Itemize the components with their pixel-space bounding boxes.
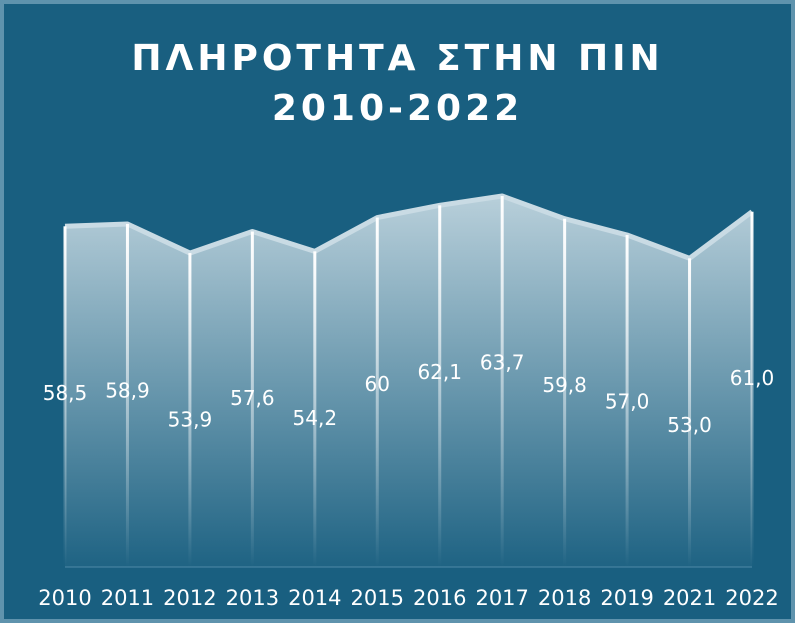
drop-line bbox=[375, 217, 379, 568]
x-tick-label: 2016 bbox=[413, 586, 466, 610]
x-tick-label: 2013 bbox=[226, 586, 279, 610]
drop-line bbox=[188, 253, 192, 568]
drop-line bbox=[750, 211, 754, 567]
area-line bbox=[64, 193, 754, 261]
x-tick-label: 2022 bbox=[725, 586, 778, 610]
chart-title: ΠΛΗΡΟΤΗΤΑ ΣΤΗΝ ΠΙΝ 2010-2022 bbox=[131, 38, 664, 129]
value-label: 63,7 bbox=[480, 351, 525, 375]
chart: 58,5 58,9 53,9 57,6 54,2 60 62,1 63,7 59,8 57,0 53… bbox=[38, 193, 779, 610]
value-label: 62,1 bbox=[417, 360, 462, 384]
value-label: 57,6 bbox=[230, 386, 275, 410]
drop-line bbox=[688, 258, 692, 567]
drop-line bbox=[250, 231, 254, 567]
x-tick-label: 2021 bbox=[663, 586, 716, 610]
x-tick-label: 2017 bbox=[475, 586, 528, 610]
value-label: 53,9 bbox=[168, 408, 213, 432]
drop-line bbox=[500, 196, 504, 567]
value-label: 58,5 bbox=[43, 381, 88, 405]
x-tick-label: 2010 bbox=[38, 586, 91, 610]
x-tick-label: 2014 bbox=[288, 586, 341, 610]
drop-line bbox=[125, 223, 129, 567]
x-tick-label: 2012 bbox=[163, 586, 216, 610]
value-label: 60 bbox=[365, 372, 390, 396]
x-tick-label: 2019 bbox=[600, 586, 653, 610]
x-tick-label: 2018 bbox=[538, 586, 591, 610]
drop-line bbox=[625, 235, 629, 567]
x-tick-label: 2015 bbox=[351, 586, 404, 610]
value-label: 59,8 bbox=[542, 373, 587, 397]
drop-line bbox=[313, 251, 317, 568]
area bbox=[65, 196, 752, 567]
value-label: 58,9 bbox=[105, 378, 150, 402]
value-label: 57,0 bbox=[605, 390, 650, 414]
chart-panel: 58,5 58,9 53,9 57,6 54,2 60 62,1 63,7 59,8 57,0 53… bbox=[4, 4, 791, 619]
drop-line bbox=[63, 226, 67, 568]
drop-line bbox=[563, 218, 567, 567]
x-tick-label: 2011 bbox=[101, 586, 154, 610]
drop-line bbox=[438, 205, 442, 568]
value-label: 54,2 bbox=[293, 406, 338, 430]
value-label: 61,0 bbox=[730, 366, 775, 390]
value-label: 53,0 bbox=[667, 413, 712, 437]
